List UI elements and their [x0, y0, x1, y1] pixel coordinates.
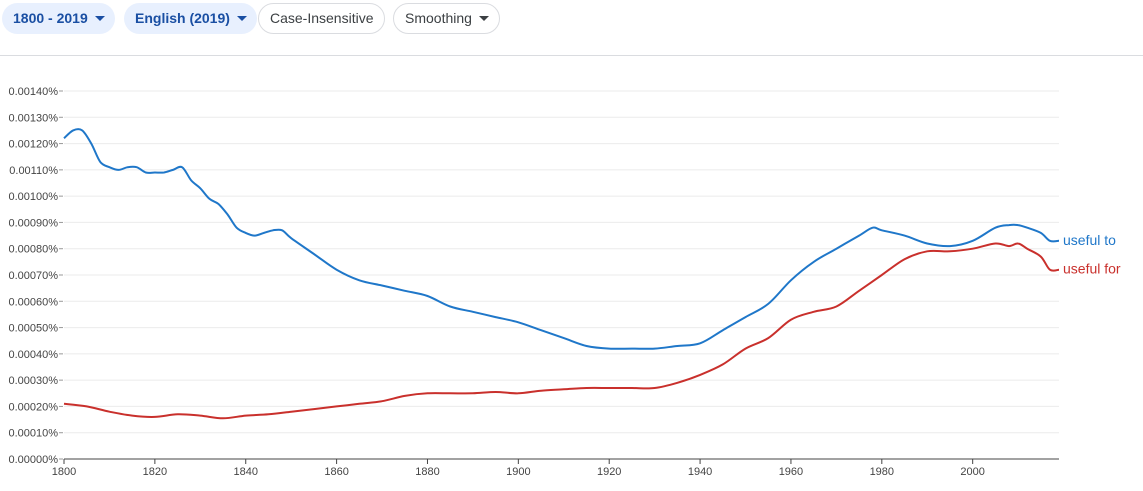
axes: 0.00140% 0.00130% 0.00120% 0.00110% 0.00100%… — [8, 86, 1059, 478]
chevron-down-icon — [478, 15, 489, 21]
y-tick-label: 0.00020% — [8, 401, 58, 413]
x-tick-label: 1980 — [870, 466, 894, 478]
chevron-down-icon — [236, 15, 247, 21]
series-line-useful-to[interactable] — [63, 128, 1060, 350]
chevron-down-icon — [94, 15, 105, 21]
y-tick-label: 0.00000% — [8, 454, 58, 466]
x-tick-label: 1860 — [324, 466, 348, 478]
y-tick-label: 0.00060% — [8, 296, 58, 308]
grid — [64, 90, 1059, 434]
series-lines — [63, 128, 1060, 420]
series-label-useful-to[interactable]: useful to — [1063, 232, 1116, 248]
y-tick-label: 0.00070% — [8, 270, 58, 282]
x-tick-label: 1960 — [779, 466, 803, 478]
smoothing-dropdown[interactable]: Smoothing — [393, 3, 500, 34]
toolbar: 1800 - 2019 English (2019) Case-Insensit… — [0, 0, 1143, 56]
x-tick-label: 1800 — [52, 466, 76, 478]
y-tick-label: 0.00010% — [8, 428, 58, 440]
y-tick-label: 0.00080% — [8, 244, 58, 256]
smoothing-label: Smoothing — [405, 10, 472, 26]
case-insensitive-toggle[interactable]: Case-Insensitive — [258, 3, 385, 34]
y-tick-label: 0.00030% — [8, 375, 58, 387]
x-tick-label: 1900 — [506, 466, 530, 478]
y-tick-label: 0.00040% — [8, 349, 58, 361]
y-tick-label: 0.00140% — [8, 86, 58, 98]
y-tick-label: 0.00120% — [8, 139, 58, 151]
corpus-dropdown[interactable]: English (2019) — [124, 3, 257, 34]
year-range-dropdown[interactable]: 1800 - 2019 — [2, 3, 115, 34]
x-tick-label: 2000 — [960, 466, 984, 478]
x-tick-label: 1880 — [415, 466, 439, 478]
y-tick-label: 0.00110% — [9, 165, 58, 177]
y-tick-label: 0.00130% — [8, 112, 58, 124]
x-tick-label: 1940 — [688, 466, 712, 478]
year-range-label: 1800 - 2019 — [13, 10, 88, 26]
y-tick-label: 0.00100% — [8, 191, 58, 203]
x-tick-label: 1820 — [143, 466, 167, 478]
series-line-useful-for[interactable] — [63, 242, 1060, 420]
corpus-label: English (2019) — [135, 10, 230, 26]
y-tick-label: 0.00050% — [8, 323, 58, 335]
series-labels: useful to useful for — [1063, 232, 1121, 277]
x-tick-label: 1840 — [233, 466, 257, 478]
x-tick-label: 1920 — [597, 466, 621, 478]
series-label-useful-for[interactable]: useful for — [1063, 261, 1121, 277]
y-tick-label: 0.00090% — [8, 217, 58, 229]
case-insensitive-label: Case-Insensitive — [270, 10, 374, 26]
